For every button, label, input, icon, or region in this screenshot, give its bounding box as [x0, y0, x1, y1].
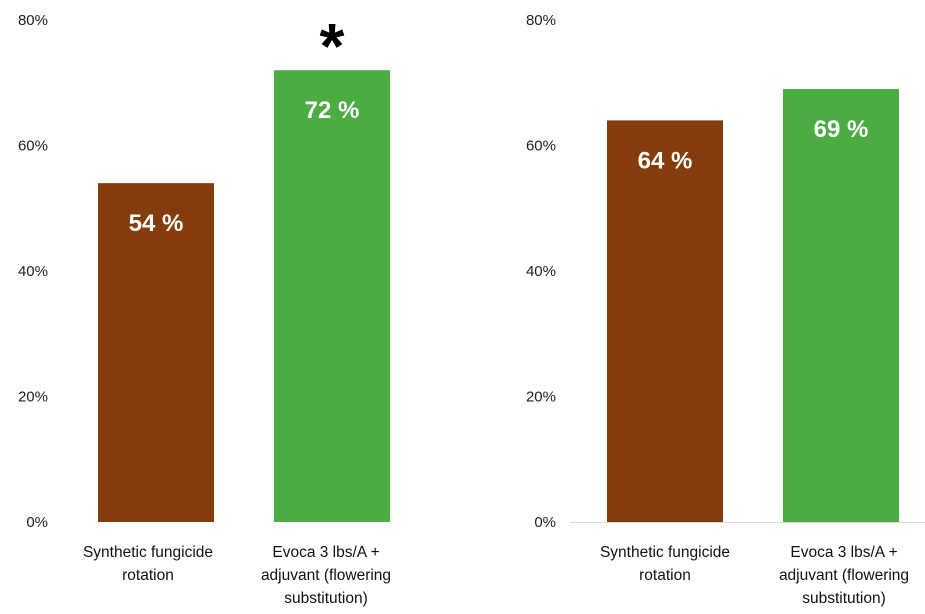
category-label: Synthetic fungicide rotation [83, 544, 213, 584]
category-label-line: Evoca 3 lbs/A + [272, 544, 379, 561]
category-label-line: substitution) [284, 590, 368, 607]
category-label-line: Evoca 3 lbs/A + [790, 544, 897, 561]
category-label-line: substitution) [802, 590, 886, 607]
y-tick-label: 60% [526, 138, 556, 155]
bar-1 [607, 120, 723, 523]
category-label-line: Synthetic fungicide [83, 544, 213, 561]
y-tick-label: 80% [18, 12, 48, 29]
bar-2 [274, 70, 390, 522]
category-label-line: Synthetic fungicide [600, 544, 730, 561]
bar-value-label: 72 % [305, 97, 360, 124]
bar-2 [783, 89, 899, 523]
category-label: Synthetic fungicide rotation [600, 544, 730, 584]
y-tick-label: 0% [534, 514, 556, 531]
y-tick-label: 40% [526, 263, 556, 280]
y-tick-label: 0% [26, 514, 48, 531]
bar-value-label: 64 % [638, 147, 693, 174]
category-label: Evoca 3 lbs/A + adjuvant (flowering substi… [779, 544, 909, 607]
y-tick-label: 20% [526, 389, 556, 406]
chart-2: 0% 20% 40% 60% 80% 64 % 69 % Synthetic fungicid… [526, 12, 925, 607]
significance-asterisk: * [320, 10, 345, 82]
y-tick-label: 80% [526, 12, 556, 29]
bar-1 [98, 183, 214, 522]
y-tick-label: 60% [18, 138, 48, 155]
chart-1: 0% 20% 40% 60% 80% 54 % 72 % * Synthetic fungici… [18, 10, 391, 607]
bar-value-label: 54 % [129, 210, 184, 237]
category-label: Evoca 3 lbs/A + adjuvant (flowering substi… [261, 544, 391, 607]
category-label-line: adjuvant (flowering [779, 567, 909, 584]
y-tick-label: 20% [18, 389, 48, 406]
category-label-line: rotation [122, 567, 174, 584]
bar-value-label: 69 % [814, 116, 869, 143]
category-label-line: adjuvant (flowering [261, 567, 391, 584]
category-label-line: rotation [639, 567, 691, 584]
y-tick-label: 40% [18, 263, 48, 280]
